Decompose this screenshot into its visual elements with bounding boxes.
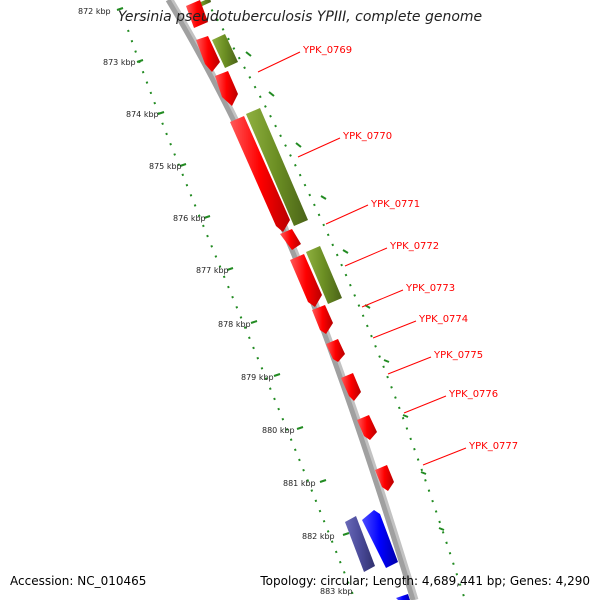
gene-arrow [375,465,394,491]
gene-arrow [326,339,345,362]
tick-label: 872 kbp [78,7,111,16]
gene-label: YPK_0771 [370,199,420,210]
scale-ticks: 872 kbp 873 kbp 874 kbp 875 kbp 876 kbp … [78,7,353,596]
rna-gene-feature [306,246,342,304]
rna-gene-feature [246,108,308,226]
tick-label: 879 kbp [241,373,274,382]
tick-label: 878 kbp [218,320,251,329]
gene-arrow [341,373,361,401]
gene-labels: YPK_0769 YPK_0770 YPK_0771 YPK_0772 YPK_… [302,45,518,452]
tick-label: 883 kbp [320,587,353,596]
backbone [165,0,416,600]
topology-text: Topology: circular; Length: 4,689,441 bp… [260,574,590,588]
reverse-genes [345,510,410,600]
gene-label: YPK_0775 [433,350,483,361]
gene-label: YPK_0776 [448,389,498,400]
gene-label: YPK_0773 [405,283,455,294]
gene-arrow-reverse [362,510,398,568]
gene-label: YPK_0777 [468,441,518,452]
outer-dotted-ring [205,0,466,600]
gene-arrow [357,415,377,440]
gene-arrow [230,116,290,232]
tick-label: 873 kbp [103,58,136,67]
tick-label: 874 kbp [126,110,159,119]
tick-label: 876 kbp [173,214,206,223]
map-title: Yersinia pseudotuberculosis YPIII, compl… [117,9,483,25]
gene-arrow [280,229,301,250]
gene-label: YPK_0772 [389,241,439,252]
tick-label: 882 kbp [302,532,335,541]
gene-arrow [186,0,208,28]
gene-label: YPK_0770 [342,131,392,142]
gene-arrow [290,254,322,307]
gene-label-leaders [257,51,467,466]
tick-label: 875 kbp [149,162,182,171]
gene-arrow-reverse [345,516,375,572]
gene-arrow [215,71,238,106]
gene-arrow-reverse [396,594,410,600]
gene-label: YPK_0769 [302,45,352,56]
gene-arrow [312,305,333,334]
accession-text: Accession: NC_010465 [10,574,147,588]
tick-label: 880 kbp [262,426,295,435]
rna-genes [196,0,342,304]
rna-gene-feature [212,34,238,68]
gene-label: YPK_0774 [418,314,468,325]
gene-arrow [196,36,220,72]
tick-label: 877 kbp [196,266,229,275]
forward-genes [186,0,394,491]
tick-label: 881 kbp [283,479,316,488]
